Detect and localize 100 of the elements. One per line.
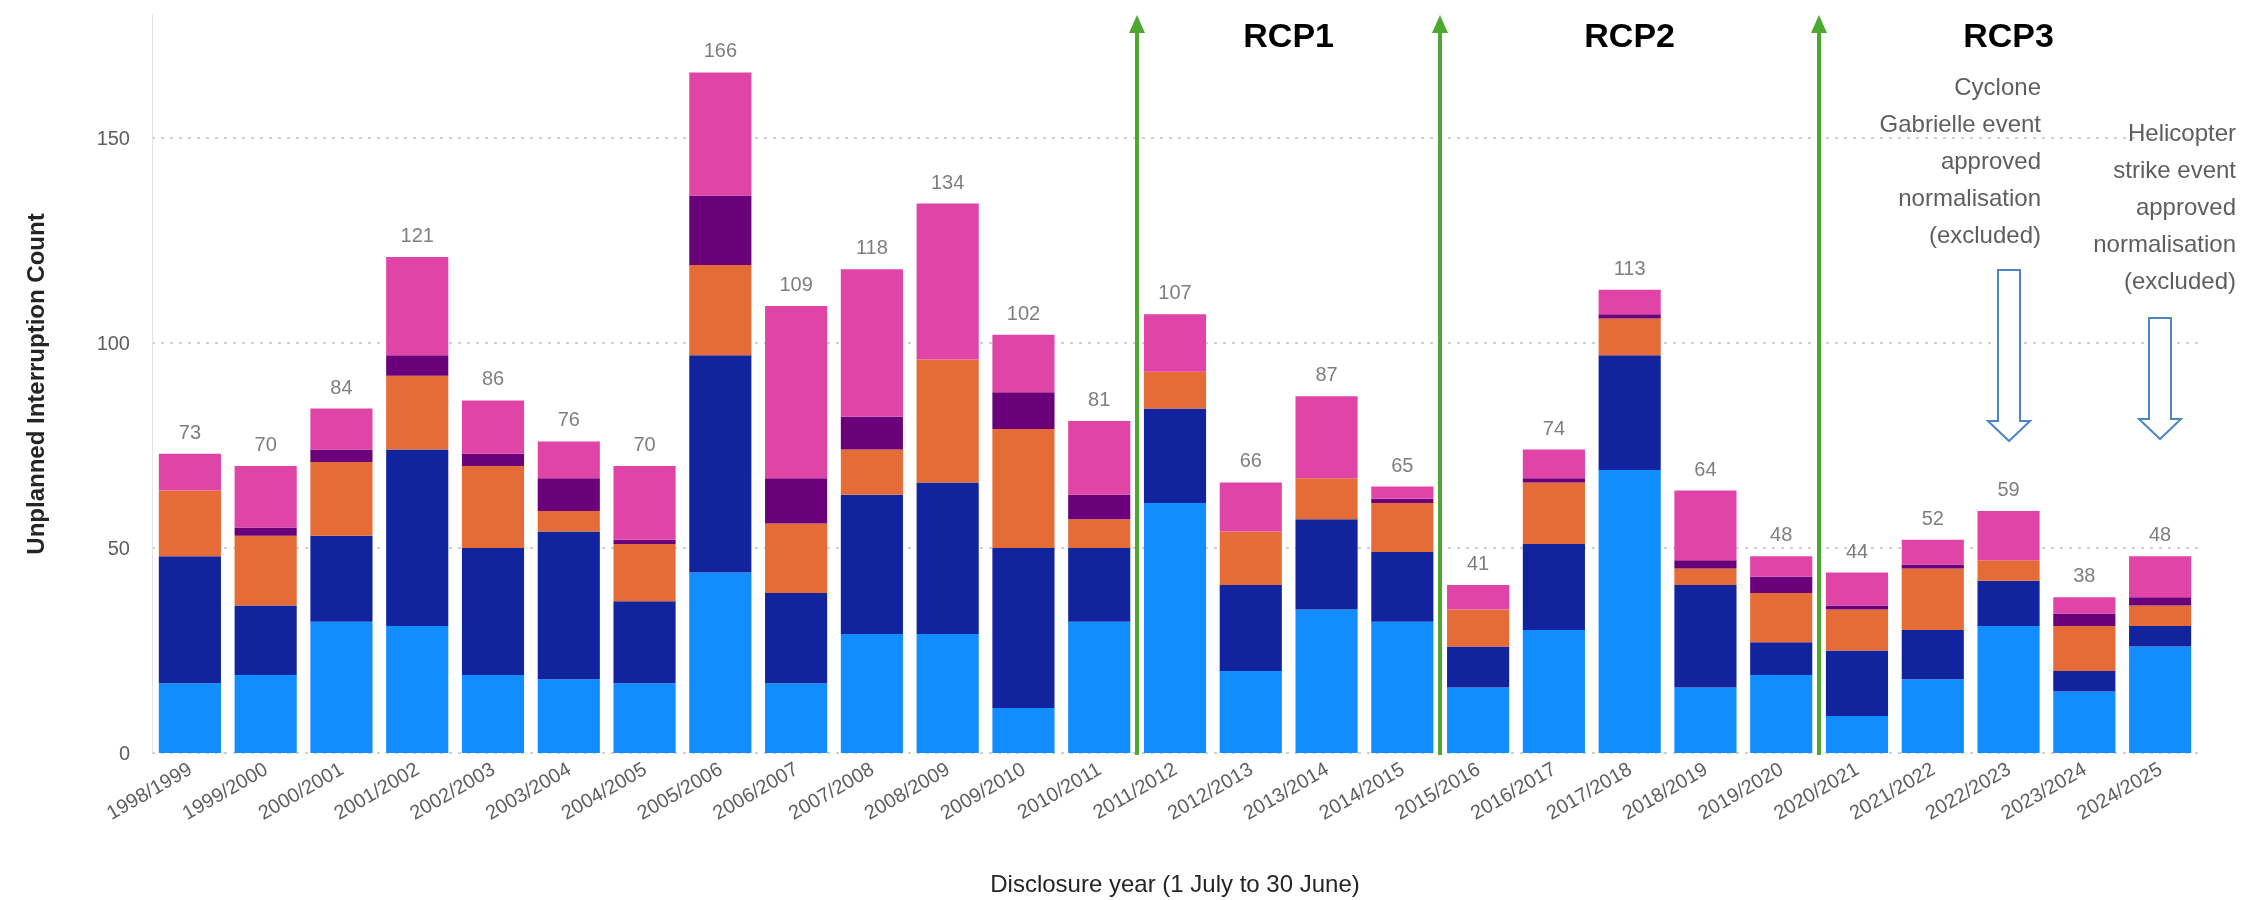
x-axis-title: Disclosure year (1 July to 30 June) xyxy=(990,869,1360,897)
total-label: 121 xyxy=(400,223,434,246)
bar xyxy=(1750,593,1813,643)
bar xyxy=(1674,568,1737,585)
bar xyxy=(461,400,525,454)
total-label: 109 xyxy=(779,273,813,296)
bar xyxy=(2129,597,2192,606)
bar xyxy=(1522,543,1585,630)
bar xyxy=(1143,408,1207,503)
bar xyxy=(1674,490,1737,561)
bar xyxy=(310,535,373,622)
bar xyxy=(1901,564,1964,569)
bar xyxy=(1219,482,1282,532)
annotation: RCP2 xyxy=(1584,16,1676,55)
bar xyxy=(1447,646,1510,688)
bar xyxy=(1068,548,1131,622)
bar xyxy=(234,535,297,606)
bar xyxy=(992,429,1055,548)
bar xyxy=(1674,687,1737,753)
bar xyxy=(840,494,903,635)
bar xyxy=(386,256,449,356)
bar xyxy=(689,72,752,196)
y-tick-label: 0 xyxy=(118,742,130,764)
bar xyxy=(158,490,221,557)
bar xyxy=(310,449,373,462)
total-label: 41 xyxy=(1466,551,1490,574)
total-label: 86 xyxy=(481,367,505,390)
bar xyxy=(1447,584,1510,610)
annotation: Helicopter strike event approved normalisation (excluded) xyxy=(2092,118,2236,296)
bar xyxy=(1371,498,1434,503)
bar xyxy=(1674,584,1737,688)
bar xyxy=(2053,671,2116,692)
bar xyxy=(1750,642,1813,676)
bar xyxy=(1447,609,1510,647)
total-label: 48 xyxy=(2148,523,2172,546)
bar xyxy=(537,679,600,753)
bar xyxy=(234,605,297,676)
bar xyxy=(613,601,676,684)
bar xyxy=(1598,470,1661,753)
bar xyxy=(840,416,903,450)
bar xyxy=(1901,630,1964,680)
bar xyxy=(1825,609,1889,651)
bar xyxy=(158,683,221,753)
bar xyxy=(1068,519,1131,548)
bar xyxy=(2129,625,2192,647)
bar xyxy=(840,269,903,417)
bar xyxy=(916,203,979,360)
bar xyxy=(158,556,221,684)
bar xyxy=(2129,556,2192,598)
bar xyxy=(537,511,600,532)
bar xyxy=(1143,371,1207,409)
total-label: 44 xyxy=(1845,539,1869,562)
annotation: RCP3 xyxy=(1963,16,2054,55)
bar xyxy=(1522,630,1585,753)
bar xyxy=(1901,539,1964,565)
bar xyxy=(386,355,449,376)
bar xyxy=(689,572,752,753)
bar xyxy=(2053,597,2116,614)
total-label: 66 xyxy=(1239,449,1262,472)
bar xyxy=(1977,580,2040,626)
total-label: 73 xyxy=(178,420,202,443)
bar xyxy=(310,621,373,753)
total-label: 59 xyxy=(1997,478,2020,501)
bar xyxy=(1598,289,1661,315)
bar xyxy=(689,355,752,573)
bar xyxy=(537,478,600,512)
annotation: Cyclone Gabrielle event approved normalisation (excluded) xyxy=(1878,72,2041,250)
bar xyxy=(386,375,449,450)
bar xyxy=(2129,605,2192,626)
bar xyxy=(1522,449,1585,479)
total-label: 65 xyxy=(1391,453,1414,476)
bar xyxy=(2053,691,2116,753)
bar xyxy=(916,482,979,635)
bar xyxy=(310,461,373,536)
bar xyxy=(537,531,600,680)
bar xyxy=(613,466,676,540)
bar xyxy=(992,548,1055,708)
bar xyxy=(2129,646,2192,753)
bar xyxy=(765,523,828,594)
bar xyxy=(613,683,676,753)
bar xyxy=(461,548,525,676)
bar xyxy=(2053,613,2116,626)
bar xyxy=(1143,502,1207,753)
bar xyxy=(2053,625,2116,671)
bar xyxy=(613,539,676,544)
y-axis-title: Unplanned Interruption Count xyxy=(21,213,49,555)
total-label: 64 xyxy=(1694,457,1717,480)
bar xyxy=(1598,355,1661,471)
bar xyxy=(613,543,676,602)
bar xyxy=(1068,621,1131,753)
bar xyxy=(765,306,828,479)
bar xyxy=(1068,494,1131,520)
total-label: 81 xyxy=(1088,387,1111,410)
bar xyxy=(1598,318,1661,356)
bar xyxy=(1371,552,1434,622)
total-label: 76 xyxy=(557,408,580,431)
bar xyxy=(1219,671,1282,753)
bar xyxy=(1825,605,1889,610)
bar xyxy=(916,359,979,483)
bar xyxy=(1522,478,1585,483)
